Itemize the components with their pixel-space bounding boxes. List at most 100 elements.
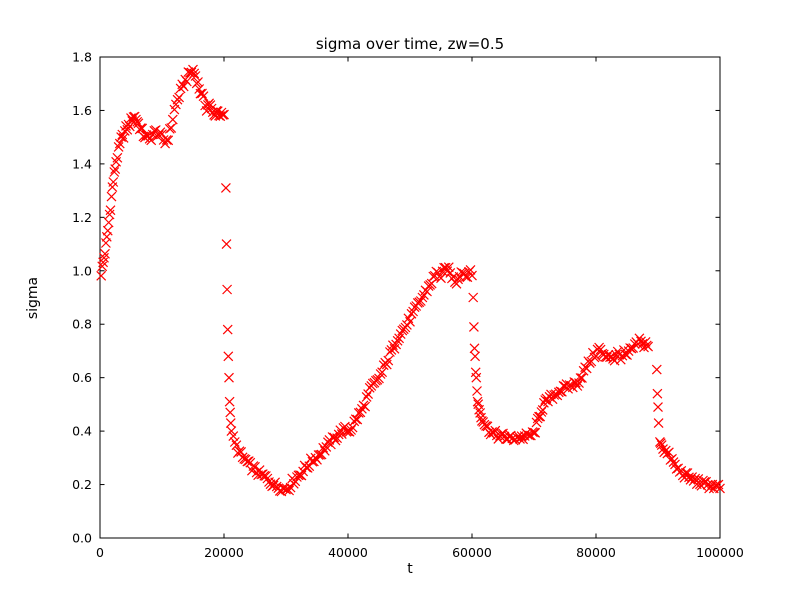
data-point (684, 472, 694, 483)
data-point (343, 426, 353, 437)
data-point (626, 343, 637, 354)
data-point (313, 450, 324, 460)
data-point (183, 67, 194, 78)
data-point (108, 177, 119, 187)
data-point (529, 427, 539, 438)
data-point (363, 389, 374, 400)
data-point (474, 404, 485, 415)
x-tick-label: 60000 (452, 545, 492, 560)
data-point (531, 417, 542, 428)
data-point (643, 341, 654, 352)
data-point (97, 261, 108, 272)
data-point (415, 296, 426, 306)
data-point (234, 446, 245, 457)
data-point (146, 135, 157, 146)
data-point (225, 418, 236, 429)
data-point (715, 483, 725, 494)
data-point (226, 426, 237, 437)
data-point (250, 461, 260, 472)
data-point (653, 402, 663, 413)
data-point (260, 471, 271, 481)
data-point (222, 324, 233, 335)
data-point (347, 422, 358, 433)
data-point (395, 329, 406, 340)
data-point (103, 217, 114, 228)
data-point (680, 467, 691, 478)
y-tick-label: 1.6 (72, 103, 92, 118)
x-tick-label: 100000 (696, 545, 744, 560)
data-point (167, 114, 178, 125)
data-point (472, 396, 483, 407)
data-point (189, 68, 200, 79)
data-point (498, 428, 508, 439)
data-point (417, 292, 428, 303)
data-point (161, 134, 172, 145)
data-point (640, 336, 651, 347)
data-point (197, 88, 207, 99)
data-point (188, 64, 198, 75)
data-point (284, 485, 295, 496)
data-point (329, 432, 340, 443)
data-point (534, 411, 544, 422)
data-point (468, 321, 479, 332)
data-point (217, 109, 228, 120)
data-point (422, 286, 432, 297)
data-point (445, 267, 456, 278)
x-tick-label: 80000 (576, 545, 616, 560)
data-point (530, 427, 541, 438)
data-point (690, 473, 701, 484)
data-point (198, 91, 209, 102)
data-point (116, 132, 127, 143)
data-point (109, 167, 120, 177)
data-point (96, 270, 107, 281)
data-point (129, 111, 140, 122)
data-point (102, 225, 113, 236)
data-point (552, 390, 563, 401)
data-point (465, 264, 476, 275)
data-point (469, 343, 480, 354)
data-point (601, 352, 612, 363)
data-point (201, 105, 212, 116)
y-tick-label: 1.2 (72, 210, 92, 225)
data-point (222, 284, 233, 295)
data-point (223, 351, 234, 362)
y-tick-label: 1.0 (72, 263, 92, 278)
data-point (219, 109, 229, 120)
data-point (710, 480, 721, 491)
data-point (355, 407, 366, 418)
data-point (403, 313, 414, 324)
data-point (346, 425, 357, 435)
y-tick-label: 0.8 (72, 317, 92, 332)
data-point (224, 396, 235, 407)
data-point (158, 135, 169, 145)
data-point (405, 316, 415, 327)
x-tick-label: 0 (96, 545, 104, 560)
y-tick-label: 1.4 (72, 156, 92, 171)
data-point (318, 442, 329, 453)
data-point (106, 191, 117, 202)
data-point (470, 351, 481, 362)
y-tick-label: 1.8 (72, 50, 92, 65)
data-point (361, 391, 372, 402)
data-point (231, 440, 242, 451)
data-point (181, 76, 192, 87)
data-point (572, 381, 583, 391)
y-tick-label: 0.4 (72, 424, 92, 439)
data-point (112, 152, 123, 163)
data-point (667, 453, 677, 464)
data-point (350, 414, 361, 425)
data-point (114, 138, 125, 149)
data-point (228, 431, 239, 442)
data-point (298, 466, 309, 477)
data-point (105, 205, 116, 216)
data-point (248, 461, 259, 472)
y-axis-ticks: 0.0 0.2 0.4 0.6 0.8 1.0 1.2 1.4 1.6 1.8 (72, 50, 720, 546)
data-point (166, 123, 177, 133)
data-point (651, 364, 662, 375)
data-point (137, 123, 148, 134)
data-point (443, 262, 454, 273)
data-point (516, 431, 527, 442)
data-point (356, 403, 367, 414)
x-axis-label: t (407, 561, 413, 577)
